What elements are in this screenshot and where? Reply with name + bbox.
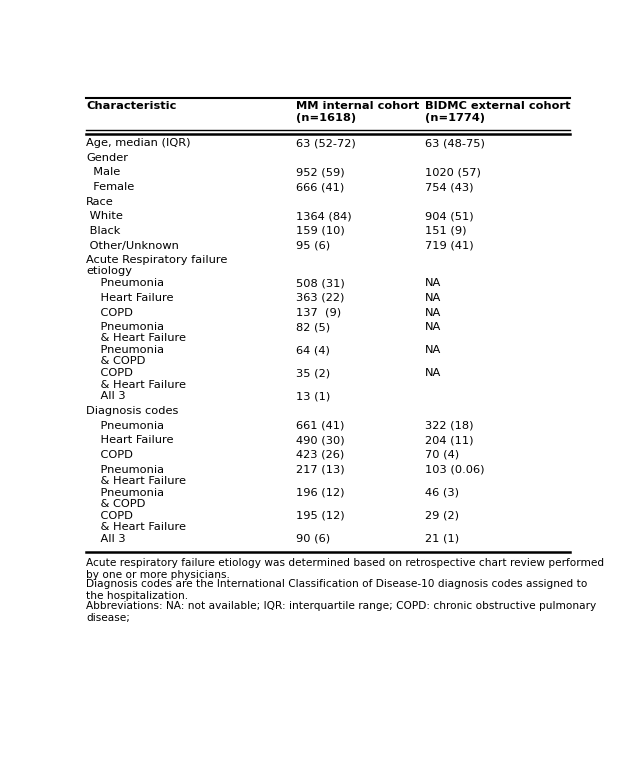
Text: COPD: COPD (86, 450, 133, 460)
Text: Acute Respiratory failure
etiology: Acute Respiratory failure etiology (86, 255, 227, 277)
Text: Age, median (IQR): Age, median (IQR) (86, 138, 191, 148)
Text: 29 (2): 29 (2) (425, 511, 459, 521)
Text: 159 (10): 159 (10) (296, 226, 344, 236)
Text: BIDMC external cohort
(n=1774): BIDMC external cohort (n=1774) (425, 101, 570, 123)
Text: Pneumonia
    & Heart Failure: Pneumonia & Heart Failure (86, 322, 186, 343)
Text: NA: NA (425, 278, 441, 288)
Text: 904 (51): 904 (51) (425, 211, 474, 221)
Text: NA: NA (425, 368, 441, 378)
Text: 103 (0.06): 103 (0.06) (425, 465, 484, 475)
Text: COPD: COPD (86, 307, 133, 318)
Text: Abbreviations: NA: not available; IQR: interquartile range; COPD: chronic obstru: Abbreviations: NA: not available; IQR: i… (86, 601, 596, 623)
Text: COPD
    & Heart Failure: COPD & Heart Failure (86, 368, 186, 390)
Text: All 3: All 3 (86, 534, 125, 544)
Text: 666 (41): 666 (41) (296, 182, 344, 192)
Text: Pneumonia
    & Heart Failure: Pneumonia & Heart Failure (86, 465, 186, 486)
Text: Female: Female (86, 182, 134, 192)
Text: Pneumonia: Pneumonia (86, 421, 164, 430)
Text: All 3: All 3 (86, 391, 125, 401)
Text: Heart Failure: Heart Failure (86, 293, 173, 303)
Text: 195 (12): 195 (12) (296, 511, 344, 521)
Text: 423 (26): 423 (26) (296, 450, 344, 460)
Text: 204 (11): 204 (11) (425, 435, 473, 445)
Text: 82 (5): 82 (5) (296, 322, 330, 332)
Text: 490 (30): 490 (30) (296, 435, 344, 445)
Text: Race: Race (86, 197, 114, 207)
Text: 322 (18): 322 (18) (425, 421, 473, 430)
Text: Heart Failure: Heart Failure (86, 435, 173, 445)
Text: COPD
    & Heart Failure: COPD & Heart Failure (86, 511, 186, 532)
Text: Pneumonia
    & COPD: Pneumonia & COPD (86, 345, 164, 366)
Text: 64 (4): 64 (4) (296, 345, 330, 355)
Text: 90 (6): 90 (6) (296, 534, 330, 544)
Text: Diagnosis codes are the International Classification of Disease-10 diagnosis cod: Diagnosis codes are the International Cl… (86, 579, 588, 601)
Text: 719 (41): 719 (41) (425, 241, 474, 250)
Text: 21 (1): 21 (1) (425, 534, 459, 544)
Text: MM internal cohort
(n=1618): MM internal cohort (n=1618) (296, 101, 419, 123)
Text: 63 (48-75): 63 (48-75) (425, 138, 484, 148)
Text: Other/Unknown: Other/Unknown (86, 241, 179, 250)
Text: 508 (31): 508 (31) (296, 278, 344, 288)
Text: 1020 (57): 1020 (57) (425, 168, 481, 178)
Text: NA: NA (425, 345, 441, 355)
Text: Male: Male (86, 168, 120, 178)
Text: Gender: Gender (86, 152, 128, 162)
Text: Characteristic: Characteristic (86, 101, 177, 111)
Text: Acute respiratory failure etiology was determined based on retrospective chart r: Acute respiratory failure etiology was d… (86, 558, 604, 580)
Text: 363 (22): 363 (22) (296, 293, 344, 303)
Text: 661 (41): 661 (41) (296, 421, 344, 430)
Text: 70 (4): 70 (4) (425, 450, 459, 460)
Text: NA: NA (425, 307, 441, 318)
Text: 13 (1): 13 (1) (296, 391, 330, 401)
Text: 46 (3): 46 (3) (425, 488, 459, 498)
Text: 1364 (84): 1364 (84) (296, 211, 351, 221)
Text: Pneumonia
    & COPD: Pneumonia & COPD (86, 488, 164, 509)
Text: White: White (86, 211, 123, 221)
Text: 151 (9): 151 (9) (425, 226, 466, 236)
Text: NA: NA (425, 293, 441, 303)
Text: 196 (12): 196 (12) (296, 488, 344, 498)
Text: Black: Black (86, 226, 120, 236)
Text: Diagnosis codes: Diagnosis codes (86, 406, 179, 416)
Text: 754 (43): 754 (43) (425, 182, 473, 192)
Text: 952 (59): 952 (59) (296, 168, 344, 178)
Text: NA: NA (425, 322, 441, 332)
Text: 217 (13): 217 (13) (296, 465, 344, 475)
Text: 35 (2): 35 (2) (296, 368, 330, 378)
Text: 95 (6): 95 (6) (296, 241, 330, 250)
Text: Pneumonia: Pneumonia (86, 278, 164, 288)
Text: 63 (52-72): 63 (52-72) (296, 138, 355, 148)
Text: 137  (9): 137 (9) (296, 307, 341, 318)
